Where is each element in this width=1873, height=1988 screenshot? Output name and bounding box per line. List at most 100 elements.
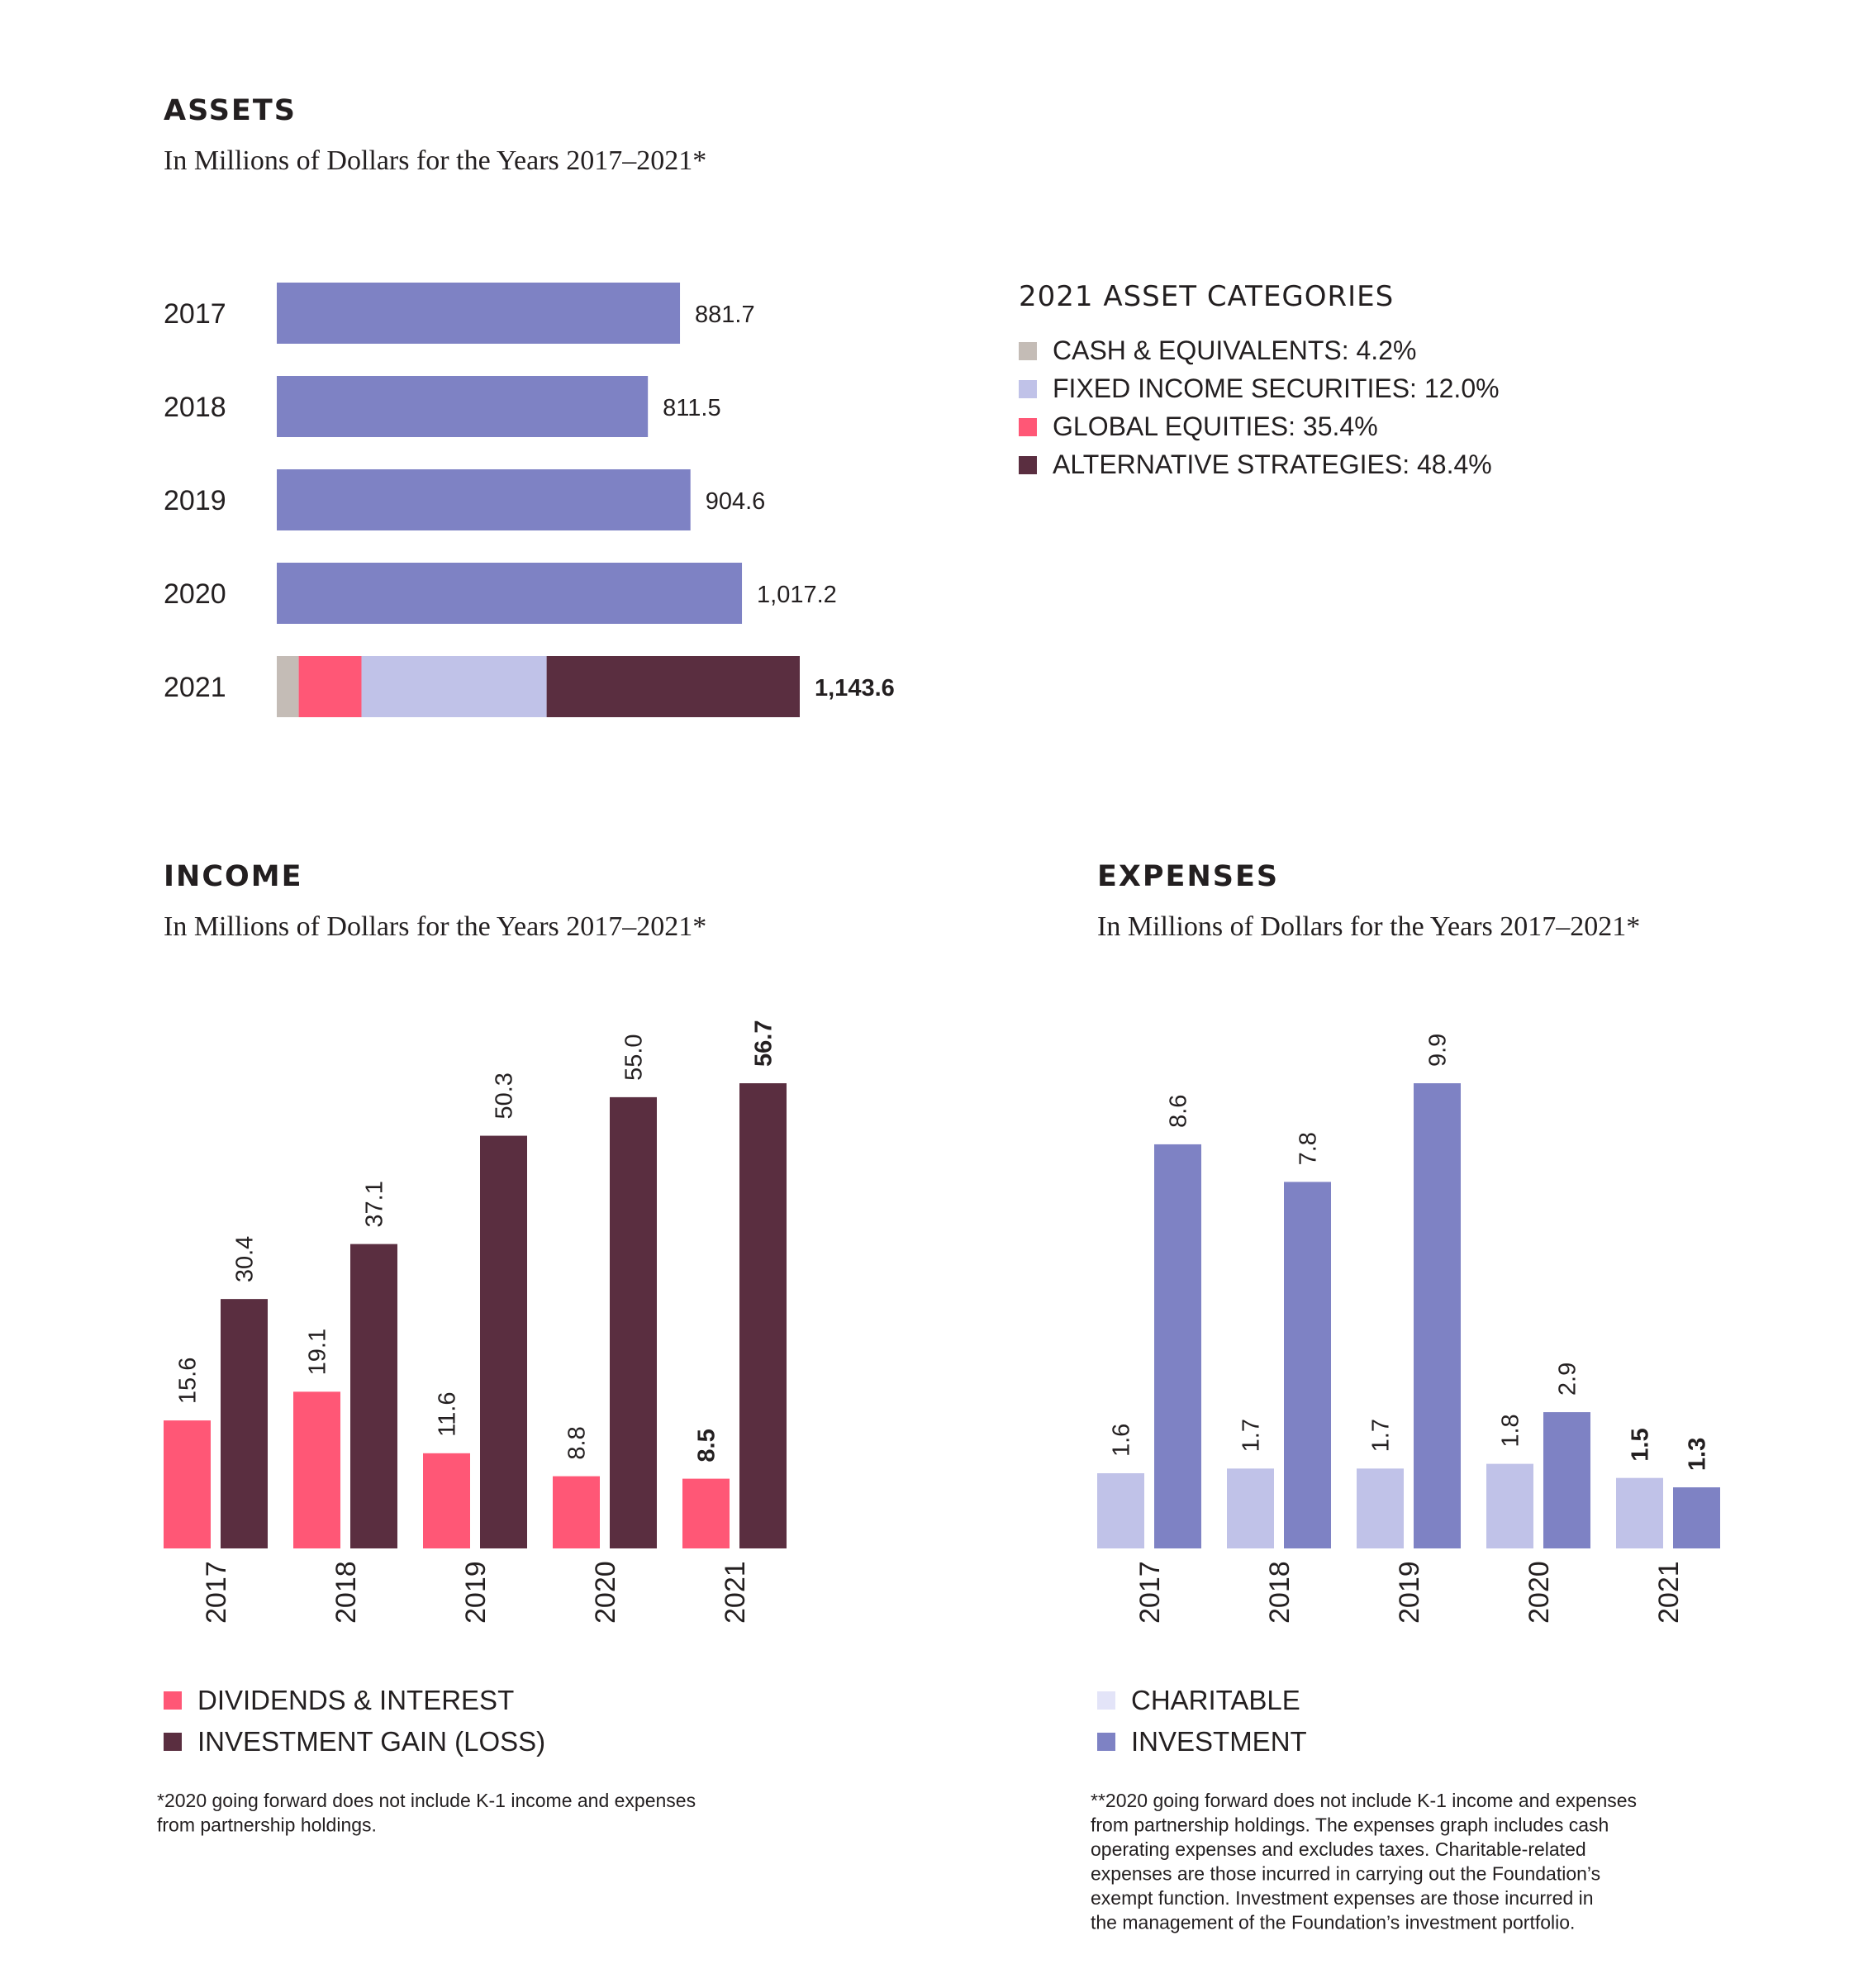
footnote-line: expenses are those incurred in carrying …	[1091, 1863, 1600, 1885]
footnote-line: from partnership holdings. The expenses …	[1091, 1814, 1609, 1836]
asset-legend-swatch	[1019, 418, 1037, 436]
legend-swatch	[1097, 1733, 1115, 1751]
assets-bar-segment	[298, 656, 362, 717]
bar-value-label: 9.9	[1425, 1034, 1452, 1067]
bar-value-label: 2.9	[1555, 1363, 1581, 1396]
assets-year-label: 2018	[164, 392, 226, 423]
assets-bar	[277, 376, 649, 437]
assets-value-label: 1,143.6	[815, 675, 895, 702]
bar	[293, 1391, 340, 1548]
footnote-line: operating expenses and excludes taxes. C…	[1091, 1838, 1586, 1860]
assets-bar-segment	[546, 656, 800, 717]
year-tick-label: 2020	[1524, 1561, 1555, 1624]
legend-swatch	[1097, 1691, 1115, 1710]
bar-value-label: 1.7	[1238, 1419, 1265, 1452]
bar	[221, 1299, 268, 1548]
bar	[1673, 1487, 1720, 1548]
bar-value-label: 8.8	[564, 1426, 591, 1459]
asset-legend-label: FIXED INCOME SECURITIES: 12.0%	[1053, 373, 1500, 403]
income-title: INCOME	[164, 860, 303, 893]
year-tick-label: 2018	[1264, 1561, 1295, 1624]
bar-value-label: 1.3	[1685, 1438, 1711, 1471]
bar	[480, 1135, 527, 1548]
bar-value-label: 37.1	[362, 1181, 388, 1227]
assets-bar	[277, 563, 743, 624]
year-tick-label: 2018	[330, 1561, 362, 1624]
bar	[739, 1083, 787, 1548]
assets-bar	[277, 283, 681, 344]
assets-bar	[277, 469, 691, 530]
bar-value-label: 1.7	[1368, 1419, 1395, 1452]
legend-label: INVESTMENT	[1131, 1726, 1307, 1757]
bar	[1414, 1083, 1461, 1548]
bar	[1616, 1477, 1663, 1548]
bar-value-label: 1.8	[1498, 1414, 1524, 1447]
assets-year-label: 2019	[164, 485, 226, 516]
assets-year-label: 2021	[164, 672, 226, 703]
asset-categories-title: 2021 ASSET CATEGORIES	[1019, 280, 1394, 313]
expenses-chart: 1.6 8.6 2017 1.7 7.8 2018 1.7 9.9 2019 1.8 2.9 2020…	[1097, 1034, 1720, 1624]
assets-title: ASSETS	[164, 94, 297, 127]
assets-subtitle: In Millions of Dollars for the Years 201…	[164, 145, 706, 176]
bar-value-label: 1.5	[1628, 1428, 1654, 1461]
bar	[1154, 1144, 1201, 1548]
bar	[423, 1453, 470, 1548]
assets-bar-segment	[277, 656, 299, 717]
expenses-subtitle: In Millions of Dollars for the Years 201…	[1097, 911, 1640, 942]
bar-value-label: 56.7	[751, 1020, 777, 1067]
legend-swatch	[164, 1733, 182, 1751]
bar-value-label: 11.6	[435, 1392, 461, 1437]
bar	[350, 1244, 397, 1548]
income-legend: DIVIDENDS & INTEREST INVESTMENT GAIN (LOS…	[164, 1685, 545, 1757]
income-subtitle: In Millions of Dollars for the Years 201…	[164, 911, 706, 942]
bar	[1486, 1463, 1533, 1548]
bar-value-label: 15.6	[175, 1358, 202, 1404]
bar	[553, 1476, 600, 1548]
bar-value-label: 8.6	[1166, 1095, 1192, 1128]
assets-year-label: 2017	[164, 298, 226, 330]
bar	[610, 1096, 657, 1548]
bar	[1357, 1468, 1404, 1548]
bar	[1097, 1473, 1144, 1548]
footnote-line: exempt function. Investment expenses are…	[1091, 1887, 1594, 1909]
footnote-line: the management of the Foundation’s inves…	[1091, 1912, 1575, 1933]
year-tick-label: 2021	[1653, 1561, 1685, 1624]
year-tick-label: 2019	[1394, 1561, 1425, 1624]
legend-label: CHARITABLE	[1131, 1685, 1300, 1715]
assets-chart: 2017 881.7 2018 811.5 2019 904.6 2020 1,017.2 20…	[164, 283, 895, 717]
asset-categories-legend: CASH & EQUIVALENTS: 4.2% FIXED INCOME SEC…	[1019, 335, 1500, 479]
asset-legend-swatch	[1019, 456, 1037, 474]
income-chart: 15.6 30.4 2017 19.1 37.1 2018 11.6 50.3 2019 8.8 5…	[164, 1020, 787, 1624]
year-tick-label: 2017	[201, 1561, 232, 1624]
bar-value-label: 55.0	[621, 1034, 648, 1080]
bar-value-label: 7.8	[1295, 1132, 1322, 1165]
asset-legend-label: GLOBAL EQUITIES: 35.4%	[1053, 411, 1378, 441]
asset-legend-label: ALTERNATIVE STRATEGIES: 48.4%	[1053, 449, 1492, 479]
footnote-line: *2020 going forward does not include K-1…	[157, 1790, 696, 1811]
bar	[1284, 1182, 1331, 1548]
bar-value-label: 30.4	[232, 1236, 259, 1282]
legend-label: INVESTMENT GAIN (LOSS)	[197, 1726, 545, 1757]
expenses-footnote: **2020 going forward does not include K-…	[1091, 1790, 1637, 1933]
assets-year-label: 2020	[164, 578, 226, 610]
bar	[682, 1478, 730, 1548]
assets-value-label: 904.6	[706, 488, 766, 515]
assets-value-label: 1,017.2	[757, 582, 837, 608]
bar-value-label: 50.3	[492, 1072, 518, 1119]
assets-value-label: 811.5	[663, 395, 720, 421]
bar-value-label: 8.5	[694, 1429, 720, 1462]
bar	[1543, 1412, 1590, 1548]
bar	[164, 1420, 211, 1548]
year-tick-label: 2020	[590, 1561, 621, 1624]
legend-label: DIVIDENDS & INTEREST	[197, 1685, 514, 1715]
bar-value-label: 19.1	[305, 1329, 331, 1375]
bar	[1227, 1468, 1274, 1548]
bar-value-label: 1.6	[1109, 1424, 1135, 1457]
asset-legend-swatch	[1019, 380, 1037, 398]
expenses-legend: CHARITABLE INVESTMENT	[1097, 1685, 1307, 1757]
expenses-title: EXPENSES	[1097, 860, 1279, 893]
asset-legend-label: CASH & EQUIVALENTS: 4.2%	[1053, 335, 1416, 365]
income-footnote: *2020 going forward does not include K-1…	[157, 1790, 696, 1836]
year-tick-label: 2021	[720, 1561, 751, 1624]
